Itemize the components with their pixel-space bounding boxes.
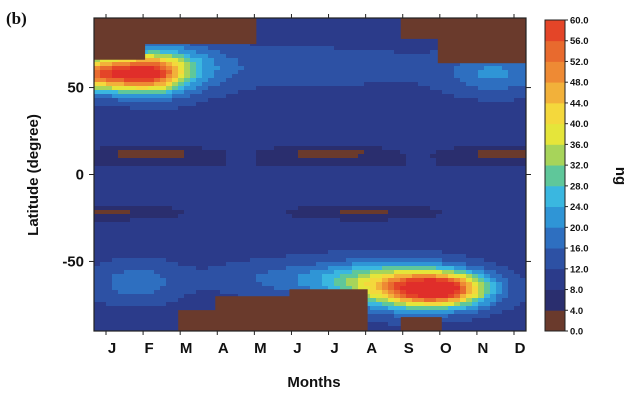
- x-tick-label: F: [145, 340, 154, 357]
- y-axis-label: Latitude (degree): [25, 114, 42, 236]
- colorbar-swatch: [545, 227, 565, 249]
- colorbar-swatch: [545, 310, 565, 332]
- colorbar-swatch: [545, 144, 565, 166]
- y-tick-label: 0: [76, 167, 84, 184]
- colorbar-swatch: [545, 40, 565, 62]
- colorbar-swatch: [545, 248, 565, 270]
- y-tick-label: 50: [67, 80, 84, 97]
- colorbar-tick-label: 44.0: [570, 98, 589, 109]
- colorbar-swatch: [545, 165, 565, 187]
- colorbar-swatch: [545, 123, 565, 145]
- colorbar-swatch: [545, 102, 565, 125]
- colorbar-tick-label: 40.0: [570, 119, 589, 130]
- colorbar-tick-label: 52.0: [570, 57, 589, 68]
- colorbar-frame: [544, 19, 566, 332]
- x-tick-label: M: [180, 340, 193, 357]
- colorbar-tick-label: 4.0: [570, 306, 583, 317]
- heatmap-field: [94, 18, 526, 331]
- colorbar-tick-label: 56.0: [570, 36, 589, 47]
- colorbar-swatch: [545, 20, 565, 42]
- colorbar-swatch: [545, 82, 565, 104]
- colorbar-swatch: [545, 268, 565, 290]
- colorbar-tick-label: 24.0: [570, 202, 589, 213]
- missing-data-region: [94, 18, 146, 60]
- colorbar-tick-label: 32.0: [570, 161, 589, 172]
- panel-label: (b): [6, 9, 27, 28]
- x-tick-label: O: [440, 340, 452, 357]
- colorbar-tick-label: 36.0: [570, 140, 589, 151]
- colorbar-tick-label: 0.0: [570, 327, 583, 338]
- x-tick-label: J: [293, 340, 301, 357]
- x-tick-label: N: [477, 340, 488, 357]
- colorbar-tick-label: 16.0: [570, 244, 589, 255]
- x-tick-label: J: [108, 340, 116, 357]
- colorbar-swatch: [545, 61, 565, 83]
- colorbar-unit-label: ng: [612, 167, 629, 185]
- missing-data-region: [289, 289, 368, 331]
- colorbar-tick-label: 12.0: [570, 264, 589, 275]
- missing-data-region: [215, 296, 294, 331]
- x-tick-label: D: [515, 340, 526, 357]
- x-tick-label: J: [330, 340, 338, 357]
- x-tick-label: A: [366, 340, 377, 357]
- missing-data-region: [141, 18, 257, 45]
- missing-data-region: [400, 18, 442, 39]
- x-axis-label: Months: [287, 374, 340, 391]
- colorbar-swatch: [545, 206, 565, 228]
- missing-data-region: [178, 310, 220, 331]
- colorbar-tick-label: 8.0: [570, 285, 583, 296]
- colorbar-tick-label: 20.0: [570, 223, 589, 234]
- colorbar-tick-label: 48.0: [570, 78, 589, 89]
- missing-data-region: [400, 317, 442, 331]
- colorbar: 0.0 4.0 8.0 12.0 16.0 20.0 24.0 28.0 32.0 36.0 40.…: [544, 16, 589, 338]
- x-tick-label: A: [218, 340, 229, 357]
- colorbar-tick-label: 28.0: [570, 181, 589, 192]
- colorbar-swatch: [545, 185, 565, 207]
- missing-data-region: [437, 18, 526, 64]
- y-axis: 50 0 -50: [62, 80, 531, 270]
- x-tick-label: M: [254, 340, 267, 357]
- colorbar-swatch: [545, 289, 565, 311]
- colorbar-tick-label: 60.0: [570, 16, 589, 27]
- y-tick-label: -50: [62, 253, 84, 270]
- x-tick-label: S: [404, 340, 414, 357]
